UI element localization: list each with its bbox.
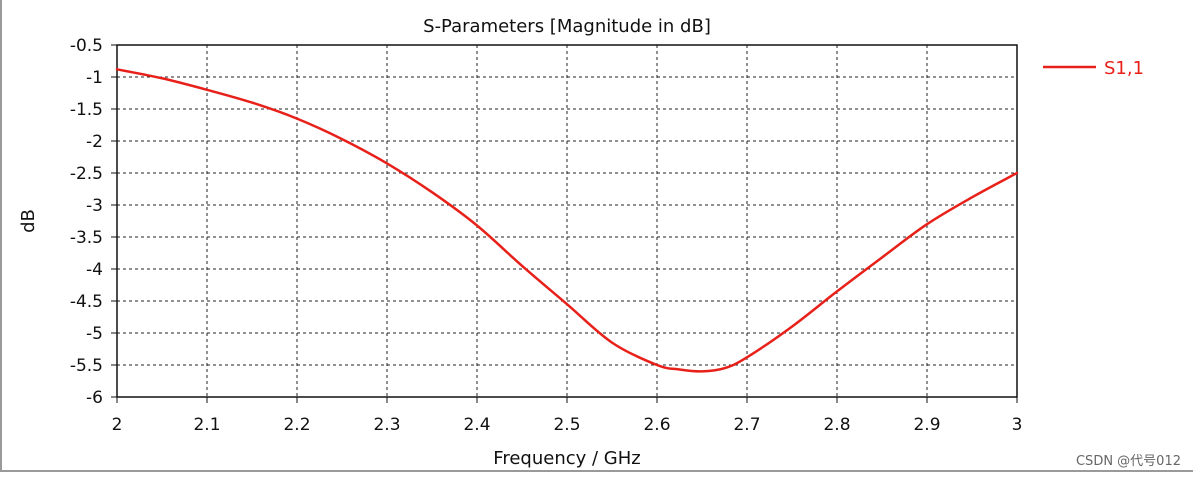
y-tick-label: -0.5 bbox=[70, 36, 103, 56]
y-tick-label: -2.5 bbox=[70, 164, 103, 184]
y-tick-label: -3 bbox=[86, 196, 103, 216]
labels: S-Parameters [Magnitude in dB] Frequency… bbox=[18, 16, 711, 469]
y-tick-label: -2 bbox=[86, 132, 103, 152]
y-tick-label: -4 bbox=[86, 260, 103, 280]
x-tick-label: 3 bbox=[1012, 415, 1023, 435]
x-tick-label: 2.9 bbox=[913, 415, 940, 435]
y-tick-label: -3.5 bbox=[70, 228, 103, 248]
y-tick-label: -1.5 bbox=[70, 100, 103, 120]
chart-title: S-Parameters [Magnitude in dB] bbox=[423, 16, 711, 37]
x-tick-label: 2.8 bbox=[823, 415, 850, 435]
x-tick-label: 2.7 bbox=[733, 415, 760, 435]
y-tick-label: -6 bbox=[86, 388, 103, 408]
y-tick-label: -5.5 bbox=[70, 356, 103, 376]
legend: S1,1 bbox=[1043, 58, 1144, 79]
x-tick-label: 2.3 bbox=[373, 415, 400, 435]
legend-label-s11: S1,1 bbox=[1104, 58, 1144, 79]
x-tick-label: 2.4 bbox=[463, 415, 490, 435]
x-axis-title: Frequency / GHz bbox=[493, 448, 640, 469]
x-tick-label: 2.1 bbox=[193, 415, 220, 435]
y-tick-label: -4.5 bbox=[70, 292, 103, 312]
axes: 2 2.1 2.2 2.3 2.4 2.5 2.6 2.7 2.8 2.9 3 -0.5 -1 -1.5 -… bbox=[70, 36, 1023, 435]
y-tick-label: -1 bbox=[86, 68, 103, 88]
y-axis-title: dB bbox=[18, 209, 39, 233]
window-bottom-border bbox=[0, 470, 1193, 472]
grid bbox=[117, 45, 1017, 397]
series-layer bbox=[115, 68, 1019, 373]
x-tick-label: 2 bbox=[112, 415, 123, 435]
window-left-border bbox=[0, 0, 2, 472]
x-tick-label: 2.5 bbox=[553, 415, 580, 435]
x-tick-label: 2.6 bbox=[643, 415, 670, 435]
y-tick-label: -5 bbox=[86, 324, 103, 344]
watermark: CSDN @代号012 bbox=[1075, 454, 1181, 469]
x-tick-label: 2.2 bbox=[283, 415, 310, 435]
series-line-s11 bbox=[115, 68, 1019, 373]
